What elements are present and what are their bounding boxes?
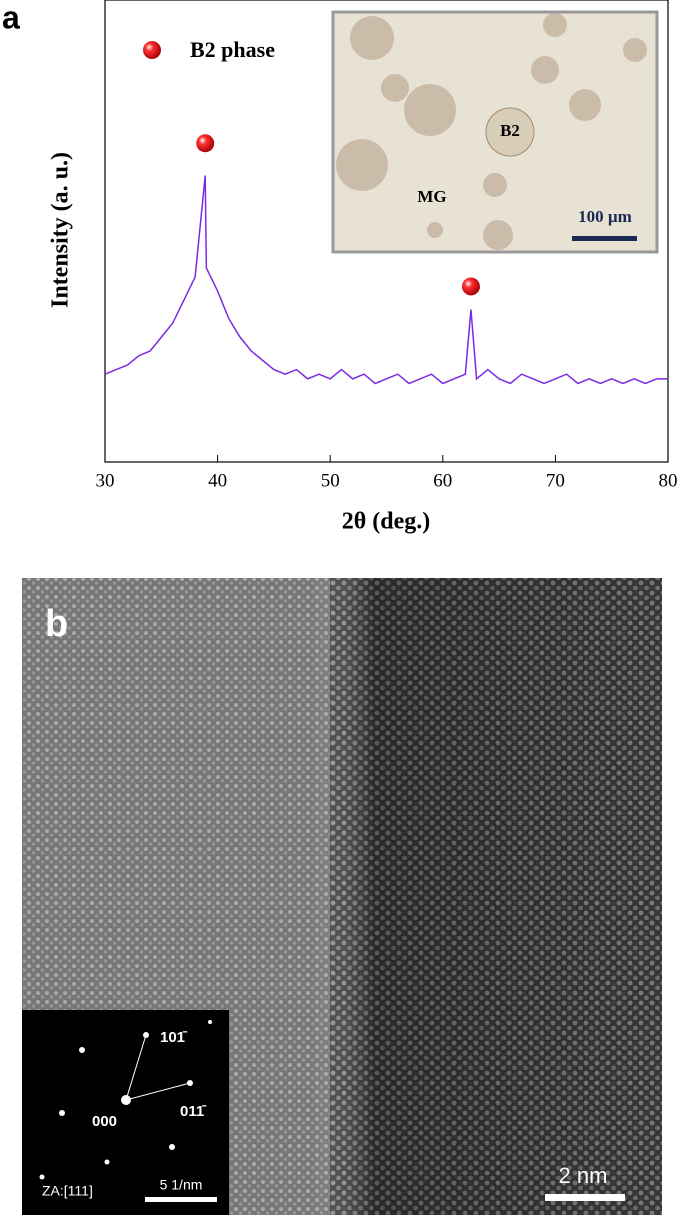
scale-bar xyxy=(545,1194,625,1201)
scale-bar xyxy=(145,1197,217,1202)
x-tick-label: 80 xyxy=(659,470,678,491)
x-tick-label: 40 xyxy=(208,470,227,491)
data-point xyxy=(196,134,215,153)
x-tick-label: 30 xyxy=(96,470,115,491)
spot-label: 000 xyxy=(92,1113,117,1130)
data-point xyxy=(461,277,480,296)
x-tick-label: 50 xyxy=(321,470,340,491)
x-tick-label: 70 xyxy=(546,470,565,491)
panel-label: a xyxy=(2,0,20,35)
data-line xyxy=(104,175,668,385)
scale-bar-label: 5 1/nm xyxy=(160,1177,203,1193)
panel-a: a B2 MG 100 µm 2θ (deg.) Intensity (a. u… xyxy=(2,0,678,535)
inset-label: B2 xyxy=(500,121,520,140)
scale-bar-label: 100 µm xyxy=(578,207,632,226)
y-axis-label: Intensity (a. u.) xyxy=(48,152,74,308)
scale-bar xyxy=(572,236,637,241)
x-axis-label: 2θ (deg.) xyxy=(342,509,431,535)
x-tick-label: 60 xyxy=(433,470,452,491)
panel-b: b 2 nm 101̄ 011̄ 000 ZA:[111] 5 1/nm xyxy=(22,578,662,1215)
diffraction-inset: 101̄ 011̄ 000 ZA:[111] 5 1/nm xyxy=(22,1010,229,1215)
zone-axis: ZA:[111] xyxy=(42,1183,93,1199)
inset-label: MG xyxy=(417,187,446,206)
inset-photo: B2 MG 100 µm xyxy=(331,10,659,254)
legend-marker xyxy=(143,41,161,59)
legend-label: B2 phase xyxy=(190,37,275,62)
panel-label: b xyxy=(45,603,68,645)
plot-frame xyxy=(104,0,669,463)
spot-label: 101̄ xyxy=(160,1029,188,1046)
spot-label: 011̄ xyxy=(180,1103,207,1120)
scale-bar-label: 2 nm xyxy=(559,1163,608,1188)
